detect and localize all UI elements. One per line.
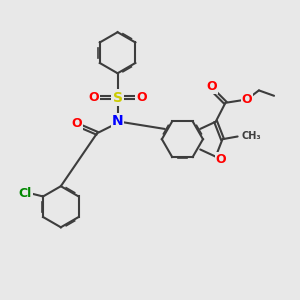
Text: O: O [216,153,226,167]
Text: O: O [242,92,252,106]
Text: O: O [88,91,99,104]
Text: Cl: Cl [19,187,32,200]
Text: O: O [136,91,147,104]
Text: S: S [112,91,123,105]
Text: CH₃: CH₃ [242,131,262,142]
Text: N: N [112,114,123,128]
Text: O: O [206,80,217,93]
Text: O: O [71,117,82,130]
